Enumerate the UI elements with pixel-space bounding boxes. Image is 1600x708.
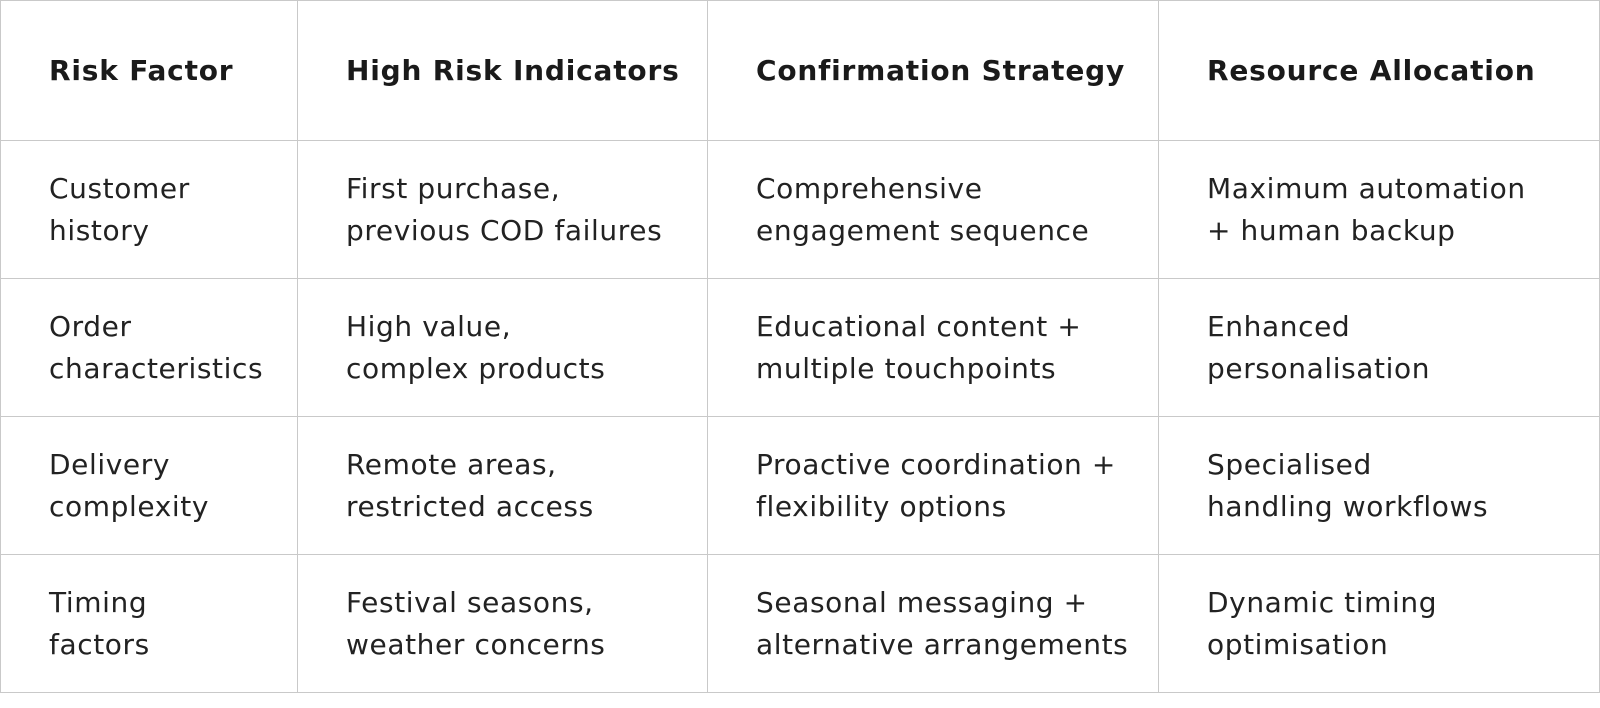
table-row: Customer history First purchase, previou… xyxy=(0,140,1600,279)
header-high-risk-indicators: High Risk Indicators xyxy=(297,0,708,141)
table-body: Customer history First purchase, previou… xyxy=(0,140,1600,693)
table-header: Risk Factor High Risk Indicators Confirm… xyxy=(0,0,1600,141)
cell-high-risk-indicators: First purchase, previous COD failures xyxy=(297,140,708,279)
table-row: Delivery complexity Remote areas, restri… xyxy=(0,416,1600,555)
header-risk-factor: Risk Factor xyxy=(0,0,298,141)
cell-high-risk-indicators: Festival seasons, weather concerns xyxy=(297,554,708,693)
header-resource-allocation: Resource Allocation xyxy=(1158,0,1600,141)
cell-resource-allocation: Specialised handling workflows xyxy=(1158,416,1600,555)
cell-risk-factor: Delivery complexity xyxy=(0,416,298,555)
cell-high-risk-indicators: Remote areas, restricted access xyxy=(297,416,708,555)
header-confirmation-strategy: Confirmation Strategy xyxy=(707,0,1159,141)
cell-risk-factor: Order characteristics xyxy=(0,278,298,417)
cell-confirmation-strategy: Proactive coordination + flexibility opt… xyxy=(707,416,1159,555)
cell-confirmation-strategy: Seasonal messaging + alternative arrange… xyxy=(707,554,1159,693)
risk-strategy-table: Risk Factor High Risk Indicators Confirm… xyxy=(0,0,1600,693)
cell-confirmation-strategy: Educational content + multiple touchpoin… xyxy=(707,278,1159,417)
cell-risk-factor: Customer history xyxy=(0,140,298,279)
cell-resource-allocation: Maximum automation + human backup xyxy=(1158,140,1600,279)
cell-resource-allocation: Dynamic timing optimisation xyxy=(1158,554,1600,693)
cell-resource-allocation: Enhanced personalisation xyxy=(1158,278,1600,417)
cell-high-risk-indicators: High value, complex products xyxy=(297,278,708,417)
cell-confirmation-strategy: Comprehensive engagement sequence xyxy=(707,140,1159,279)
cell-risk-factor: Timing factors xyxy=(0,554,298,693)
header-row: Risk Factor High Risk Indicators Confirm… xyxy=(0,0,1600,141)
table-row: Timing factors Festival seasons, weather… xyxy=(0,554,1600,693)
table-row: Order characteristics High value, comple… xyxy=(0,278,1600,417)
